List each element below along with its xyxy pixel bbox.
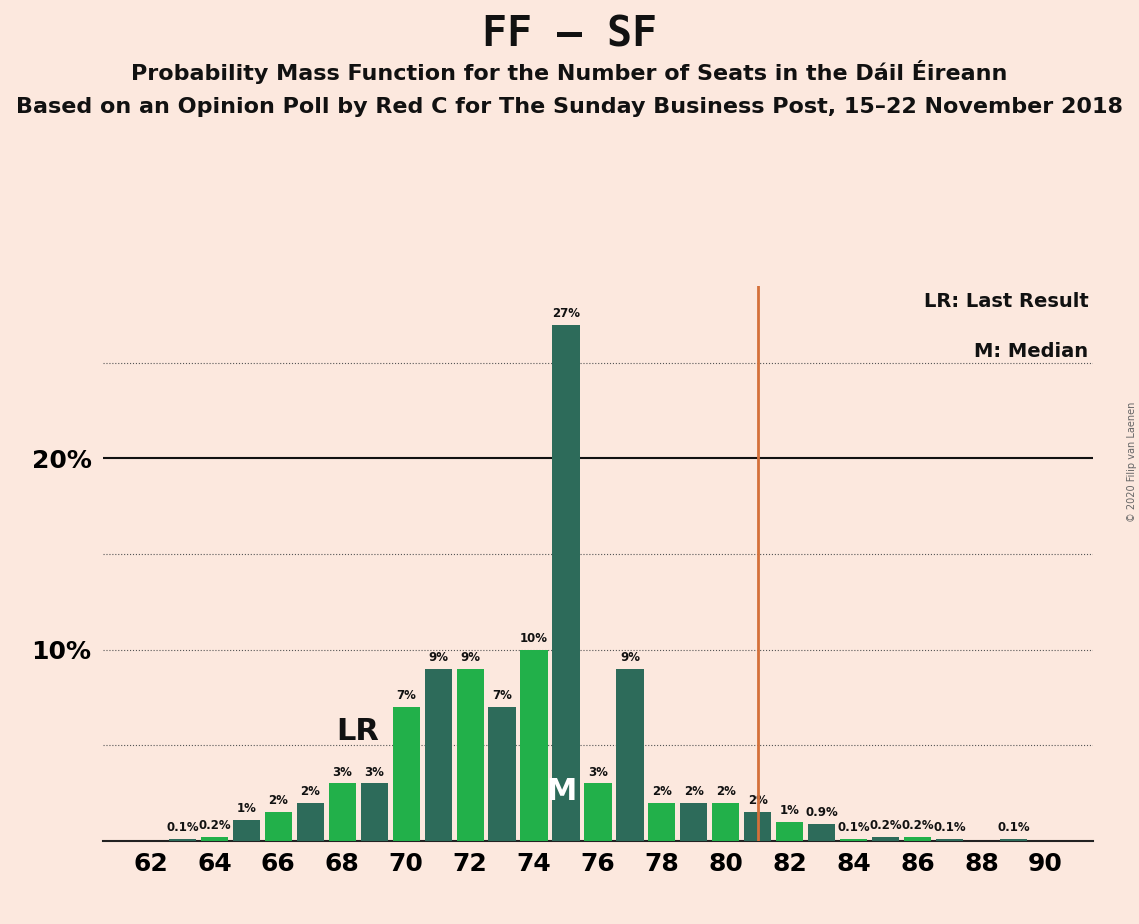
Bar <box>648 803 675 841</box>
Text: 0.1%: 0.1% <box>166 821 198 834</box>
Text: 7%: 7% <box>492 689 513 702</box>
Bar <box>232 820 260 841</box>
Bar <box>296 803 323 841</box>
Text: M: Median: M: Median <box>974 342 1089 361</box>
Bar <box>169 839 196 841</box>
Bar <box>552 324 580 841</box>
Bar <box>809 823 835 841</box>
Text: 0.9%: 0.9% <box>805 806 838 819</box>
Text: 2%: 2% <box>652 784 672 797</box>
Text: LR: Last Result: LR: Last Result <box>924 292 1089 311</box>
Text: 2%: 2% <box>683 784 704 797</box>
Text: Probability Mass Function for the Number of Seats in the Dáil Éireann: Probability Mass Function for the Number… <box>131 60 1008 84</box>
Text: 1%: 1% <box>237 802 256 815</box>
Text: 27%: 27% <box>552 307 580 320</box>
Bar <box>936 839 964 841</box>
Text: 3%: 3% <box>333 766 352 779</box>
Bar <box>489 707 516 841</box>
Bar <box>264 812 292 841</box>
Bar <box>200 837 228 841</box>
Text: 9%: 9% <box>620 651 640 664</box>
Text: 2%: 2% <box>716 784 736 797</box>
Bar <box>329 784 355 841</box>
Bar <box>744 812 771 841</box>
Bar <box>680 803 707 841</box>
Text: 0.1%: 0.1% <box>933 821 966 834</box>
Bar <box>393 707 420 841</box>
Text: 2%: 2% <box>748 795 768 808</box>
Bar <box>904 837 932 841</box>
Text: Based on an Opinion Poll by Red C for The Sunday Business Post, 15–22 November 2: Based on an Opinion Poll by Red C for Th… <box>16 97 1123 117</box>
Text: M: M <box>546 777 576 807</box>
Text: 7%: 7% <box>396 689 416 702</box>
Bar <box>425 669 452 841</box>
Bar <box>616 669 644 841</box>
Text: 0.2%: 0.2% <box>901 820 934 833</box>
Bar <box>521 650 548 841</box>
Bar <box>1000 839 1027 841</box>
Text: 0.1%: 0.1% <box>998 821 1030 834</box>
Text: 0.2%: 0.2% <box>869 820 902 833</box>
Bar <box>584 784 612 841</box>
Text: FF – SF: FF – SF <box>482 14 657 55</box>
Text: 2%: 2% <box>301 784 320 797</box>
Text: 3%: 3% <box>364 766 384 779</box>
Bar <box>457 669 484 841</box>
Text: 9%: 9% <box>460 651 481 664</box>
Text: 9%: 9% <box>428 651 448 664</box>
Text: 0.2%: 0.2% <box>198 820 231 833</box>
Bar <box>712 803 739 841</box>
Text: 2%: 2% <box>269 795 288 808</box>
Text: 3%: 3% <box>588 766 608 779</box>
Bar <box>361 784 387 841</box>
Text: © 2020 Filip van Laenen: © 2020 Filip van Laenen <box>1126 402 1137 522</box>
Bar <box>841 839 867 841</box>
Bar <box>872 837 900 841</box>
Text: 0.1%: 0.1% <box>837 821 870 834</box>
Text: LR: LR <box>336 716 379 746</box>
Text: 10%: 10% <box>521 632 548 645</box>
Bar <box>776 821 803 841</box>
Text: 1%: 1% <box>780 804 800 817</box>
